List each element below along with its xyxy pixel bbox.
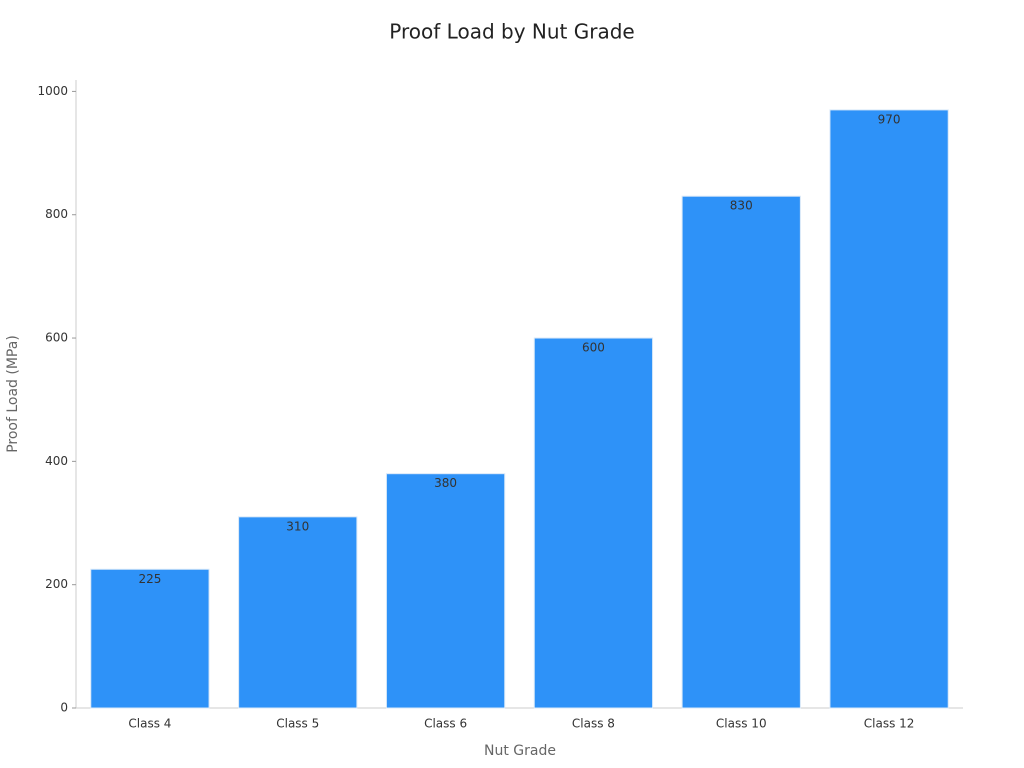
y-tick-label: 600 [45,331,68,345]
y-tick-label: 0 [60,701,68,715]
chart-title: Proof Load by Nut Grade [389,20,634,44]
x-axis-label: Nut Grade [484,743,556,759]
y-tick-label: 400 [45,454,68,468]
x-tick-label: Class 6 [424,717,467,731]
value-label: 380 [434,476,457,490]
y-tick-label: 800 [45,207,68,221]
y-axis-label: Proof Load (MPa) [5,335,21,453]
bar [829,109,949,709]
y-tick-label: 200 [45,577,68,591]
value-label: 310 [286,519,309,533]
value-label: 830 [730,199,753,213]
x-tick-label: Class 5 [276,717,319,731]
x-tick-label: Class 8 [572,717,615,731]
value-label: 225 [138,572,161,586]
value-label: 970 [878,112,901,126]
bar [533,337,654,709]
bar [90,568,210,709]
bar [238,516,358,709]
x-tick-label: Class 12 [864,717,915,731]
x-tick-label: Class 4 [128,717,171,731]
y-tick-label: 1000 [37,84,68,98]
value-label: 600 [582,341,605,355]
bar [681,195,801,709]
bar [385,473,506,709]
x-tick-label: Class 10 [716,717,767,731]
